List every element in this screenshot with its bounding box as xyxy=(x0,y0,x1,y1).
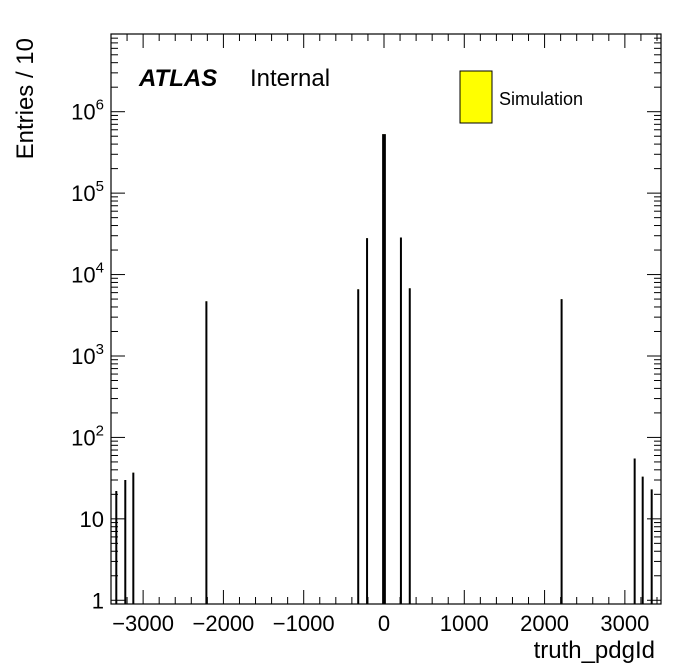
x-tick-label: −1000 xyxy=(273,611,335,636)
ticks-group xyxy=(110,33,661,604)
x-tick-label: 1000 xyxy=(440,611,489,636)
legend-swatch xyxy=(459,70,493,124)
legend-label: Simulation xyxy=(499,89,583,109)
y-tick-label: 106 xyxy=(71,97,104,125)
x-tick-label: 3000 xyxy=(600,611,649,636)
y-tick-label: 104 xyxy=(71,260,104,288)
x-tick-label: −3000 xyxy=(112,611,174,636)
atlas-label: ATLAS xyxy=(138,65,217,92)
y-tick-label: 103 xyxy=(71,341,104,369)
x-axis-title: truth_pdgId xyxy=(534,637,655,664)
x-tick-label: 2000 xyxy=(520,611,569,636)
y-tick-label: 102 xyxy=(71,422,104,450)
x-tick-label: 0 xyxy=(378,611,390,636)
y-axis-title: Entries / 10 xyxy=(12,38,39,159)
x-tick-label: −2000 xyxy=(193,611,255,636)
bars-group xyxy=(115,134,653,605)
plot-frame xyxy=(110,33,662,605)
y-tick-labels: 1 10 102 103 104 105 106 xyxy=(71,97,104,614)
y-tick-label: 10 xyxy=(80,507,104,532)
y-tick-label: 1 xyxy=(92,588,104,613)
x-tick-labels: −3000 −2000 −1000 0 1000 2000 3000 xyxy=(112,611,649,636)
y-tick-label: 105 xyxy=(71,178,104,206)
internal-label: Internal xyxy=(250,65,330,92)
